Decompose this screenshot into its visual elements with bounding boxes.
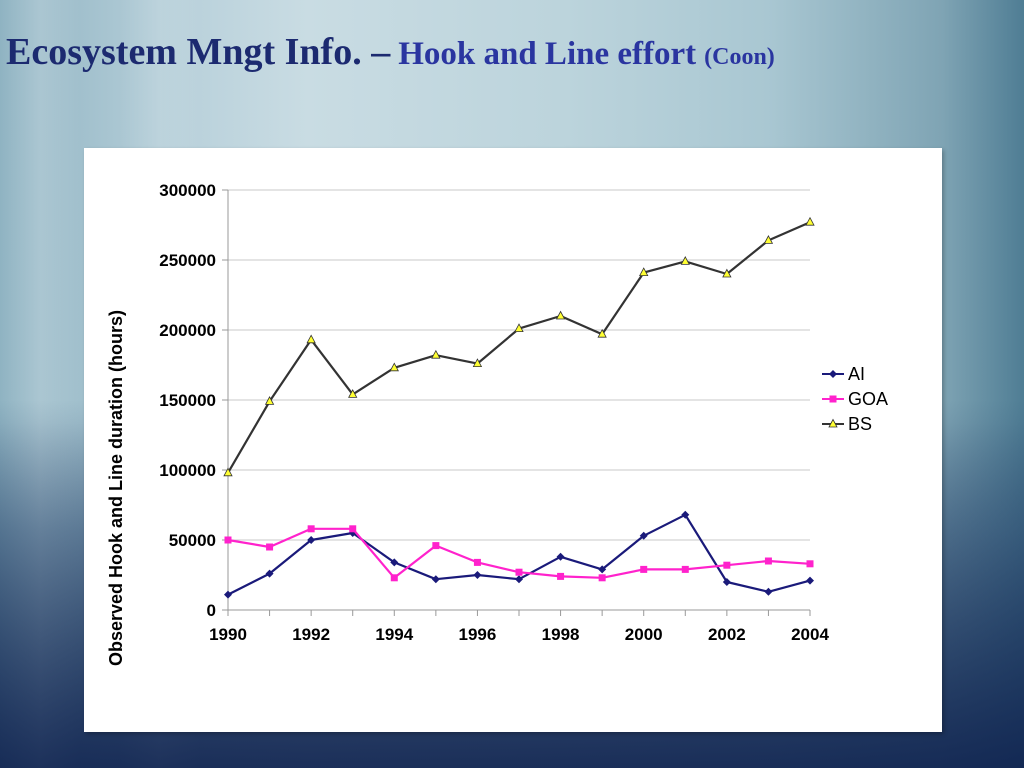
slide-title: Ecosystem Mngt Info. – Hook and Line eff… — [6, 30, 775, 74]
data-point-ai — [806, 576, 814, 585]
x-tick-label: 1996 — [459, 625, 497, 644]
data-point-bs — [763, 235, 774, 244]
data-point-bs — [805, 216, 815, 226]
data-point-bs — [264, 396, 275, 405]
data-point-bs — [348, 389, 358, 398]
y-tick-label: 50000 — [169, 531, 216, 550]
y-tick-label: 250000 — [159, 251, 216, 270]
legend-marker-goa — [829, 395, 837, 403]
data-point-bs — [306, 334, 316, 344]
x-tick-label: 2004 — [791, 625, 829, 644]
data-point-bs — [472, 358, 483, 368]
data-point-ai — [224, 590, 232, 599]
data-point-ai — [515, 575, 523, 584]
data-point-ai — [639, 531, 648, 540]
data-point-goa — [432, 542, 440, 550]
y-tick-label: 100000 — [159, 461, 216, 480]
x-tick-label: 1992 — [292, 625, 330, 644]
data-point-bs — [389, 362, 399, 372]
y-axis-title: Observed Hook and Line duration (hours) — [106, 310, 126, 666]
data-point-ai — [556, 552, 565, 561]
legend: AI GOA BS — [822, 364, 888, 434]
y-tick-label: 150000 — [159, 391, 216, 410]
axes: 0 50000 100000 150000 200000 250000 300000 1990… — [159, 181, 829, 644]
gridlines — [228, 189, 810, 541]
data-point-ai — [473, 571, 482, 579]
data-point-ai — [390, 558, 399, 567]
data-point-goa — [764, 557, 772, 565]
data-point-ai — [431, 575, 440, 584]
x-tick-label: 1990 — [209, 625, 247, 644]
data-point-goa — [349, 525, 357, 533]
data-point-goa — [806, 560, 814, 568]
data-point-goa — [640, 565, 648, 573]
data-point-ai — [722, 578, 731, 586]
y-tick-label: 200000 — [159, 321, 216, 340]
data-point-goa — [307, 525, 315, 533]
x-tick-label: 2000 — [625, 625, 663, 644]
chart-panel: 0 50000 100000 150000 200000 250000 300000 1990… — [84, 148, 942, 732]
y-tick-label: 0 — [207, 601, 216, 620]
slide-title-main: Ecosystem Mngt Info. – — [6, 31, 391, 73]
x-tick-label: 1998 — [542, 625, 580, 644]
data-point-goa — [224, 536, 232, 544]
line-chart: 0 50000 100000 150000 200000 250000 300000 1990… — [106, 181, 888, 666]
data-point-bs — [597, 328, 607, 338]
data-point-ai — [681, 510, 690, 519]
data-point-bs — [514, 323, 524, 333]
data-point-goa — [473, 558, 481, 566]
data-point-bs — [680, 256, 690, 265]
legend-marker-bs — [828, 418, 838, 428]
data-point-bs — [223, 467, 233, 477]
series — [223, 216, 815, 599]
data-point-bs — [555, 310, 566, 320]
data-point-bs — [639, 267, 649, 276]
data-point-ai — [598, 565, 607, 574]
x-tick-label: 2002 — [708, 625, 746, 644]
legend-label-bs: BS — [848, 414, 872, 434]
x-tick-label: 1994 — [375, 625, 413, 644]
legend-marker-ai — [829, 370, 837, 378]
data-point-bs — [722, 268, 732, 278]
slide-title-topic: Hook and Line effort — [398, 36, 697, 72]
data-point-goa — [557, 572, 565, 580]
data-point-ai — [764, 587, 773, 596]
data-point-goa — [723, 561, 731, 569]
data-point-ai — [265, 569, 274, 578]
data-point-goa — [515, 568, 523, 576]
data-point-goa — [266, 543, 274, 551]
data-point-bs — [431, 349, 441, 359]
slide-title-author: (Coon) — [704, 44, 775, 70]
data-point-goa — [598, 574, 606, 582]
legend-label-goa: GOA — [848, 389, 888, 409]
data-point-goa — [681, 565, 689, 573]
y-tick-label: 300000 — [159, 181, 216, 200]
legend-label-ai: AI — [848, 364, 865, 384]
data-point-ai — [307, 536, 316, 544]
data-point-goa — [390, 574, 398, 582]
